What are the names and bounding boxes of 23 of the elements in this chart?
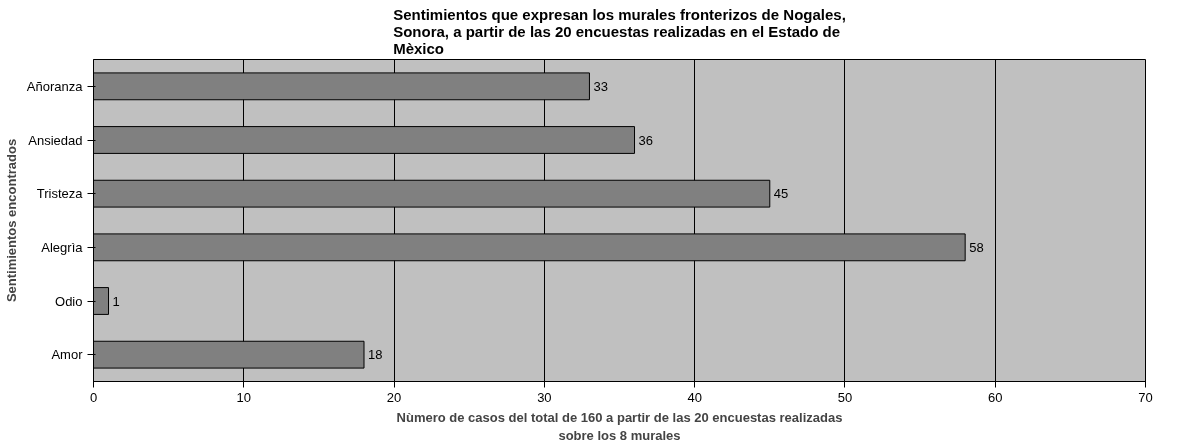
y-tick-label: Odio [55, 293, 83, 309]
x-tick-label: 60 [987, 389, 1003, 405]
data-label: 58 [969, 239, 984, 255]
y-tick-label: Tristeza [36, 186, 84, 202]
data-label: 36 [638, 132, 653, 148]
x-tick-label: 20 [386, 389, 402, 405]
x-tick-label: 50 [837, 389, 853, 405]
y-axis-title: Sentimientos encontrados [3, 138, 19, 303]
x-tick-label: 40 [687, 389, 702, 405]
chart-title: Sentimientos que expresan los murales fronterizos de Nogales, Sonora, a partir de las 20 encuestas realizadas en el Estado de Mèxico [393, 5, 846, 57]
x-axis-title: Nùmero de casos del total de 160 a partir de las 20 encuestas realizadas sobre los 8 murales [396, 409, 843, 443]
data-label: 18 [368, 347, 383, 363]
x-tick-label: 30 [537, 389, 552, 405]
data-label: 1 [112, 293, 120, 309]
data-label: 33 [593, 78, 608, 94]
y-tick-label: Amor [51, 347, 84, 363]
y-tick-label: Añoranza [26, 78, 84, 94]
x-tick-label: 0 [89, 389, 98, 405]
x-tick-label: 10 [236, 389, 252, 405]
x-tick-label: 70 [1138, 389, 1153, 405]
y-tick-label: Alegrìa [41, 239, 84, 255]
y-tick-label: Ansiedad [28, 132, 83, 148]
data-label: 45 [773, 186, 789, 202]
